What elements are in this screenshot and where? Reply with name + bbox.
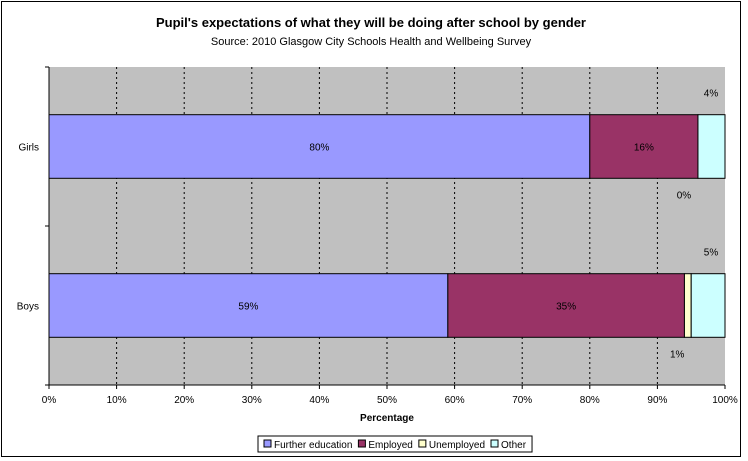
x-tick-label: 80% bbox=[580, 395, 600, 406]
bar-girls-further-education bbox=[48, 114, 591, 179]
x-tick-label: 60% bbox=[445, 395, 465, 406]
legend-label-unemployed: Unemployed bbox=[429, 440, 485, 451]
legend: Further education Employed Unemployed Other bbox=[257, 435, 533, 453]
data-label-girls-employed: 16% bbox=[634, 143, 654, 154]
x-tick-label: 40% bbox=[309, 395, 329, 406]
bar-boys-other bbox=[690, 273, 726, 338]
bar-girls-other bbox=[697, 114, 726, 179]
data-label-boys-further-education: 59% bbox=[238, 302, 258, 313]
x-tick-label: 30% bbox=[242, 395, 262, 406]
legend-border bbox=[257, 435, 533, 453]
legend-swatch-other bbox=[490, 439, 499, 448]
x-tick-label: 100% bbox=[712, 395, 738, 406]
bar-boys-employed bbox=[447, 273, 685, 338]
x-tick-label: 20% bbox=[174, 395, 194, 406]
x-tick-label: 0% bbox=[42, 395, 57, 406]
data-label-boys-employed: 35% bbox=[556, 302, 576, 313]
data-label-girls-further-education: 80% bbox=[309, 143, 329, 154]
legend-label-employed: Employed bbox=[368, 440, 412, 451]
legend-swatch-employed bbox=[357, 439, 366, 448]
x-tick-label: 90% bbox=[647, 395, 667, 406]
bar-boys-further-education bbox=[48, 273, 449, 338]
x-tick-label: 50% bbox=[377, 395, 397, 406]
category-label-girls: Girls bbox=[18, 143, 39, 154]
x-tick-label: 10% bbox=[107, 395, 127, 406]
legend-label-other: Other bbox=[501, 440, 527, 451]
legend-swatch-further-education bbox=[263, 439, 272, 448]
chart-svg: Pupil's expectations of what they will b… bbox=[17, 15, 738, 453]
chart-frame: Pupil's expectations of what they will b… bbox=[1, 1, 741, 457]
category-label-boys: Boys bbox=[17, 302, 39, 313]
x-tick-label: 70% bbox=[512, 395, 532, 406]
data-label-girls-other: 4% bbox=[704, 89, 719, 100]
data-label-girls-unemployed: 0% bbox=[677, 190, 692, 201]
chart-title: Pupil's expectations of what they will b… bbox=[156, 15, 586, 30]
chart-subtitle: Source: 2010 Glasgow City Schools Health… bbox=[211, 36, 532, 48]
x-axis-title: Percentage bbox=[360, 413, 414, 424]
plot-area: 80% 16% 0% 4% Girls 59% 35% 1% 5% Boys 0% 10% 20% 30%… bbox=[17, 66, 738, 406]
legend-label-further-education: Further education bbox=[274, 440, 352, 451]
bar-boys-unemployed bbox=[683, 273, 692, 338]
data-label-boys-unemployed: 1% bbox=[670, 349, 685, 360]
data-label-boys-other: 5% bbox=[704, 248, 719, 259]
legend-swatch-unemployed bbox=[418, 439, 427, 448]
